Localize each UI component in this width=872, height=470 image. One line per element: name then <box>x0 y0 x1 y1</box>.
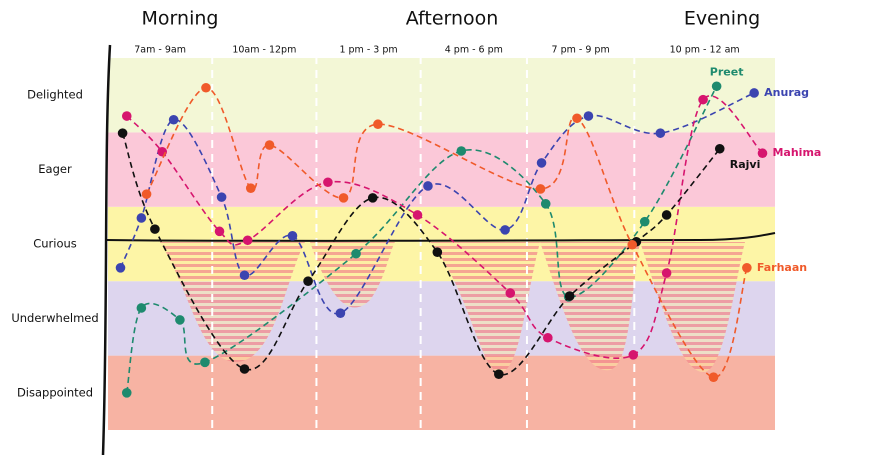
mood-point <box>115 263 126 273</box>
mood-point <box>242 235 253 246</box>
y-axis <box>101 44 112 456</box>
period-label: Evening <box>684 8 760 30</box>
mood-point <box>200 357 210 368</box>
mood-point <box>711 81 722 92</box>
mood-point <box>264 140 275 150</box>
mood-point <box>540 199 551 209</box>
mood-point <box>628 350 639 360</box>
mood-point <box>141 189 152 199</box>
mood-point <box>121 111 132 121</box>
mood-point <box>698 94 708 105</box>
mood-point <box>150 224 160 234</box>
mood-point <box>136 303 147 313</box>
mood-point <box>201 82 211 93</box>
mood-point <box>500 225 510 235</box>
mood-point <box>655 128 666 138</box>
mood-point <box>373 119 383 130</box>
mood-point <box>627 239 638 250</box>
mood-point <box>168 114 179 125</box>
mood-point <box>216 192 227 202</box>
mood-line <box>126 95 764 360</box>
mood-point <box>121 388 132 398</box>
mood-point <box>432 247 443 257</box>
mood-point <box>351 248 361 259</box>
mood-point <box>287 231 298 241</box>
mood-point <box>543 332 553 343</box>
x-tick-label: 4 pm - 6 pm <box>445 45 503 56</box>
y-tick-label: Eager <box>38 162 72 176</box>
mood-point <box>536 158 547 168</box>
mood-line <box>125 85 718 393</box>
x-tick-label: 10 pm - 12 am <box>670 45 740 56</box>
mood-band <box>108 58 775 133</box>
legend-label: Mahima <box>772 146 821 159</box>
mood-point <box>214 226 225 237</box>
mood-line <box>145 86 748 378</box>
mood-band <box>108 132 775 207</box>
legend-label: Anurag <box>764 86 809 99</box>
legend-label: Farhaan <box>757 261 807 274</box>
mood-point <box>245 183 256 193</box>
mood-point <box>117 128 128 138</box>
mood-point <box>367 193 378 203</box>
y-tick-label: Curious <box>33 237 77 251</box>
legend-label: Rajvi <box>730 158 761 171</box>
mood-point <box>239 270 250 281</box>
mood-point <box>661 268 672 278</box>
mood-point <box>564 291 575 301</box>
mood-point <box>535 184 546 194</box>
x-tick-label: 7 pm - 9 pm <box>552 45 610 56</box>
mood-point <box>303 276 313 287</box>
y-tick-label: Disappointed <box>17 385 93 399</box>
mood-point <box>494 369 504 380</box>
mood-point <box>338 193 349 203</box>
mood-point <box>661 210 672 220</box>
mood-point <box>572 113 582 124</box>
mood-point <box>423 181 433 191</box>
mood-point <box>639 216 650 227</box>
mood-point <box>505 288 516 298</box>
baseline <box>105 232 776 242</box>
mood-point <box>749 88 759 98</box>
mood-point <box>323 177 333 188</box>
mood-point <box>157 146 167 157</box>
y-tick-label: Underwhelmed <box>11 311 98 325</box>
period-label: Morning <box>142 8 219 30</box>
legend-label: Preet <box>710 65 744 78</box>
x-tick-label: 10am - 12pm <box>232 45 296 56</box>
mood-point <box>136 213 147 223</box>
x-tick-label: 1 pm - 3 pm <box>339 45 397 56</box>
x-tick-label: 7am - 9am <box>134 45 186 56</box>
mood-point <box>583 111 594 121</box>
mood-point <box>412 210 423 220</box>
period-label: Afternoon <box>406 8 499 30</box>
mood-point <box>239 364 250 374</box>
mood-point <box>456 146 467 156</box>
mood-band <box>108 355 775 430</box>
mood-point <box>742 263 752 273</box>
mood-point <box>757 148 768 159</box>
mood-point <box>708 372 719 382</box>
y-tick-label: Delighted <box>27 88 83 102</box>
mood-point <box>335 308 346 318</box>
mood-point <box>714 143 725 154</box>
mood-point <box>175 315 185 325</box>
